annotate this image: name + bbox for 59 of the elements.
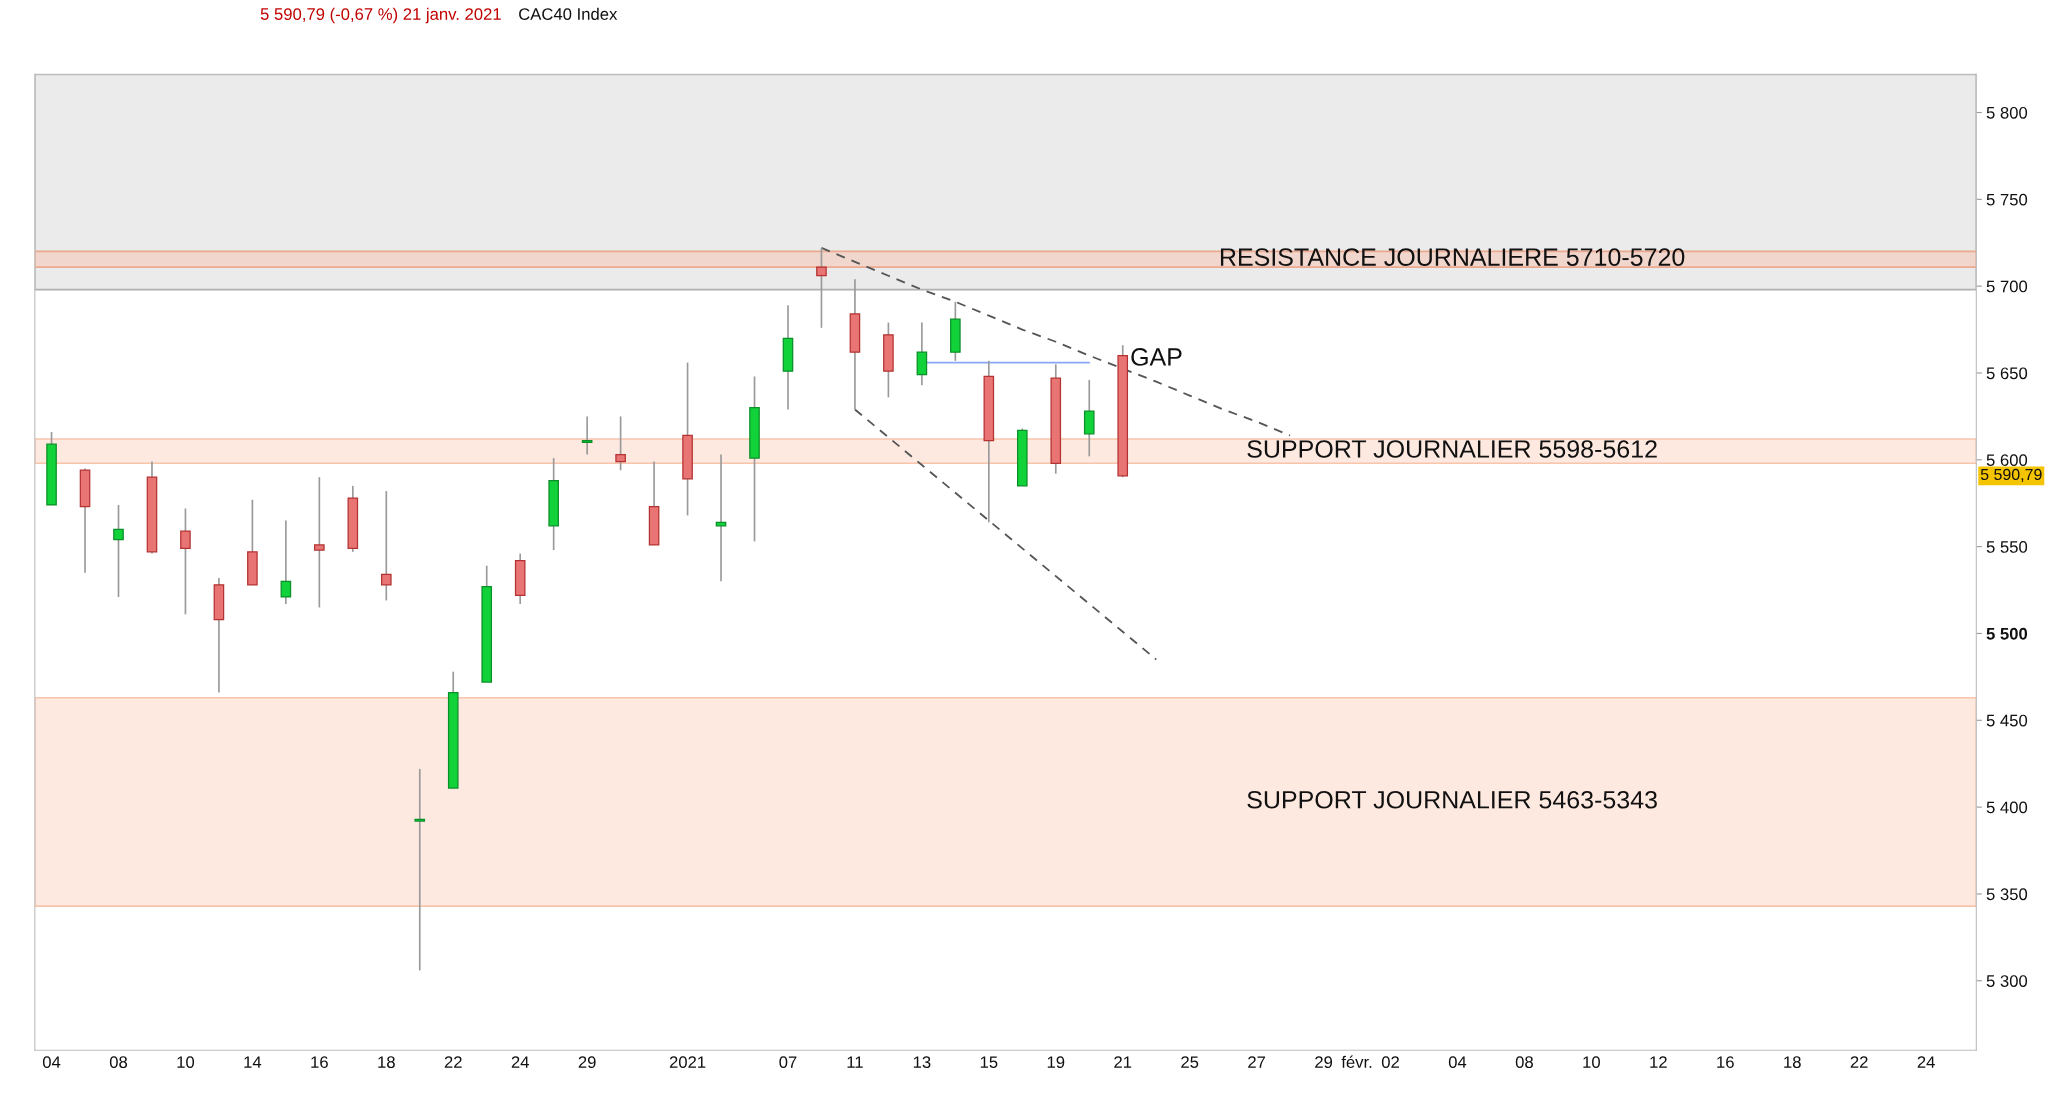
y-tick-label: 5 350 [1986, 888, 2028, 901]
x-tick-label: 18 [1784, 1056, 1801, 1069]
candlestick [380, 490, 392, 602]
y-tick-label: 5 750 [1986, 193, 2028, 206]
x-tick-label: 07 [779, 1056, 797, 1069]
y-tick-label: 5 500 [1986, 627, 2028, 640]
band-label: SUPPORT JOURNALIER 5463-5343 [1247, 790, 1657, 809]
candlestick [314, 476, 325, 609]
candlestick [280, 519, 292, 605]
x-tick-label: 16 [1717, 1056, 1734, 1069]
y-tick-label: 5 700 [1986, 280, 2028, 293]
x-tick-label: 2021 [669, 1056, 706, 1069]
x-tick-label: 22 [1850, 1056, 1868, 1068]
candlestick [916, 321, 928, 386]
y-tick-label: 5 400 [1986, 801, 2028, 814]
x-tick-label: 10 [177, 1056, 195, 1069]
chart-subtitle: 5 590,79 (-0,67 %) 21 janv. 2021 [260, 7, 501, 24]
x-tick-label: 16 [311, 1056, 328, 1069]
x-tick-label: févr. [1341, 1055, 1372, 1069]
candlestick [615, 415, 626, 472]
candlestick [180, 507, 191, 616]
x-tick-label: 19 [1047, 1056, 1065, 1069]
x-tick-label: 24 [1917, 1056, 1935, 1068]
x-tick-label: 29 [578, 1056, 596, 1069]
x-tick-label: 14 [244, 1056, 262, 1068]
candlestick [816, 247, 827, 329]
x-tick-label: 21 [1114, 1056, 1132, 1068]
x-tick-label: 25 [1181, 1056, 1199, 1069]
y-tick-label: 5 300 [1986, 975, 2028, 987]
x-tick-label: 27 [1248, 1056, 1266, 1068]
x-tick-label: 04 [42, 1056, 61, 1069]
y-tick-label: 5 550 [1986, 541, 2028, 553]
band-label: RESISTANCE JOURNALIERE 5710-5720 [1220, 248, 1685, 266]
candlestick [581, 415, 593, 456]
x-tick-label: 18 [378, 1056, 395, 1069]
x-tick-label: 08 [109, 1056, 128, 1069]
x-tick-label: 13 [913, 1056, 931, 1069]
x-tick-label: 11 [847, 1056, 863, 1068]
candlestick [1083, 379, 1095, 458]
x-tick-label: 15 [980, 1056, 998, 1069]
y-tick-label: 5 800 [1986, 106, 2028, 119]
x-tick-label: 22 [444, 1056, 462, 1068]
x-tick-label: 02 [1381, 1056, 1399, 1069]
annotation: GAP [1131, 348, 1182, 366]
x-tick-label: 12 [1650, 1056, 1667, 1068]
x-tick-label: 10 [1583, 1056, 1600, 1069]
x-tick-label: 04 [1448, 1056, 1467, 1069]
candlestick [414, 768, 426, 972]
line-series [854, 408, 1158, 661]
chart-title: CAC40 Index [519, 7, 618, 20]
y-tick-label: 5 450 [1986, 714, 2028, 727]
x-tick-label: 29 [1315, 1056, 1333, 1069]
text: 5 590,79 [1980, 468, 2042, 482]
candlestick [113, 504, 124, 598]
band-label: SUPPORT JOURNALIER 5598-5612 [1247, 440, 1657, 458]
y-tick-label: 5 600 [1986, 454, 2028, 467]
y-tick-label: 5 650 [1986, 367, 2028, 380]
x-tick-label: 24 [511, 1056, 529, 1068]
x-tick-label: 08 [1515, 1056, 1533, 1069]
